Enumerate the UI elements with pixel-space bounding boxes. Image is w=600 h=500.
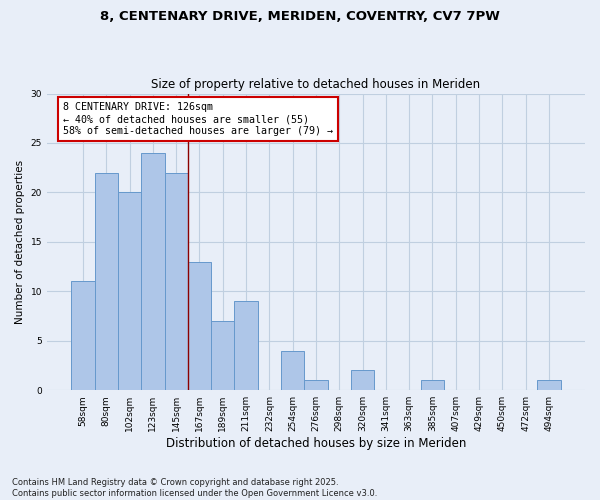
Bar	[537, 380, 560, 390]
Bar	[164, 172, 188, 390]
Text: 8 CENTENARY DRIVE: 126sqm
← 40% of detached houses are smaller (55)
58% of semi-: 8 CENTENARY DRIVE: 126sqm ← 40% of detac…	[63, 102, 333, 136]
Bar	[71, 282, 95, 390]
Bar	[118, 192, 141, 390]
Bar	[421, 380, 444, 390]
Bar	[95, 172, 118, 390]
Bar	[235, 301, 258, 390]
Bar	[351, 370, 374, 390]
Y-axis label: Number of detached properties: Number of detached properties	[15, 160, 25, 324]
Bar	[188, 262, 211, 390]
Title: Size of property relative to detached houses in Meriden: Size of property relative to detached ho…	[151, 78, 481, 91]
Text: Contains HM Land Registry data © Crown copyright and database right 2025.
Contai: Contains HM Land Registry data © Crown c…	[12, 478, 377, 498]
Text: 8, CENTENARY DRIVE, MERIDEN, COVENTRY, CV7 7PW: 8, CENTENARY DRIVE, MERIDEN, COVENTRY, C…	[100, 10, 500, 23]
Bar	[281, 350, 304, 390]
Bar	[141, 153, 164, 390]
Bar	[211, 321, 235, 390]
Bar	[304, 380, 328, 390]
X-axis label: Distribution of detached houses by size in Meriden: Distribution of detached houses by size …	[166, 437, 466, 450]
